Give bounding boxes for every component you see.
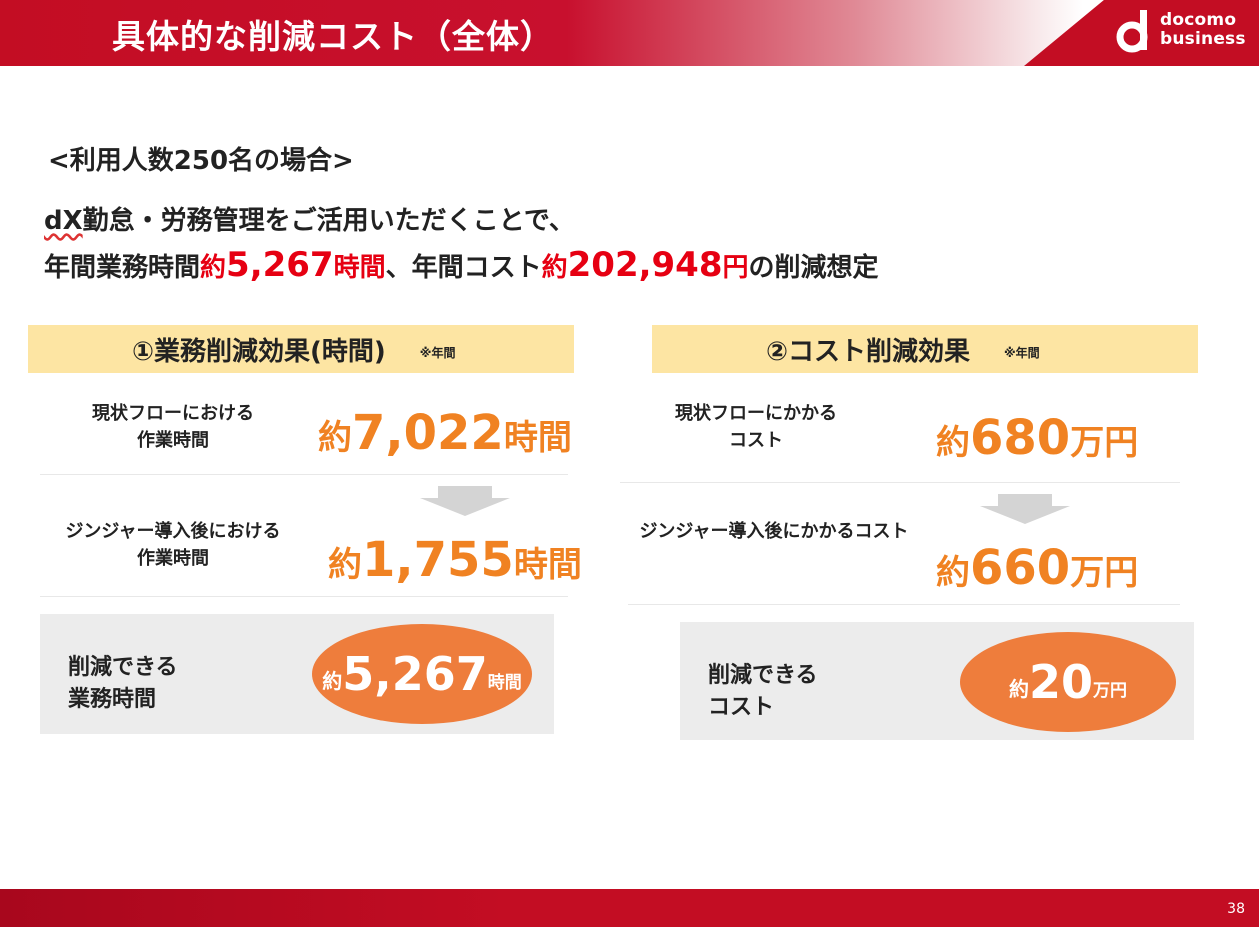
down-arrow-icon (980, 494, 1070, 524)
time-after-value: 約1,755時間 (328, 532, 582, 588)
value-approx: 約 (936, 553, 970, 593)
value-number: 20 (1028, 655, 1093, 709)
lead-approx: 約 (541, 253, 568, 283)
label-line: コスト (708, 695, 775, 720)
time-summary-box: 削減できる 業務時間 約 5,267 時間 (40, 614, 554, 734)
lead-text: 、年間コスト (385, 253, 542, 283)
label-line: 削減できる (68, 655, 178, 680)
value-number: 1,755 (362, 532, 514, 588)
time-current-label: 現状フローにおける 作業時間 (88, 400, 258, 454)
time-panel-header: ①業務削減効果(時間) ※年間 (28, 325, 574, 373)
label-line: コスト (729, 430, 783, 451)
lead-text: 年間業務時間 (44, 253, 201, 283)
label-line: ジンジャー導入後における (65, 521, 281, 542)
label-line: ジンジャー導入後にかかるコスト (639, 521, 909, 542)
value-approx: 約 (318, 418, 352, 458)
value-approx: 約 (322, 668, 343, 693)
lead-text: の削減想定 (748, 253, 879, 283)
value-unit: 時間 (487, 672, 522, 693)
cost-summary-ellipse: 約 20 万円 (960, 632, 1176, 732)
time-panel-title: ①業務削減効果(時間) (132, 336, 386, 367)
cost-panel-header: ②コスト削減効果 ※年間 (652, 325, 1198, 373)
page-title: 具体的な削減コスト（全体） (112, 17, 554, 56)
lead-cost-value: 202,948 (567, 245, 723, 285)
cost-current-label: 現状フローにかかる コスト (666, 400, 846, 454)
time-summary-ellipse: 約 5,267 時間 (312, 624, 532, 724)
value-unit: 時間 (513, 545, 582, 585)
header-band: 具体的な削減コスト（全体） docomo business (0, 0, 1259, 66)
label-line: 現状フローにかかる (675, 403, 837, 424)
cost-after-label: ジンジャー導入後にかかるコスト (636, 518, 912, 545)
value-number: 5,267 (342, 647, 488, 701)
value-number: 7,022 (352, 405, 504, 461)
logo-text: docomo business (1160, 11, 1246, 49)
logo-line2: business (1160, 29, 1246, 49)
divider (40, 474, 568, 475)
cost-current-value: 約680万円 (936, 410, 1138, 466)
value-unit: 万円 (1070, 553, 1139, 593)
dx-text: dX (44, 206, 83, 236)
label-line: 現状フローにおける (92, 403, 254, 424)
divider (620, 482, 1180, 483)
value-number: 680 (970, 410, 1071, 466)
value-number: 660 (970, 540, 1071, 596)
lead-hours-value: 5,267 (226, 245, 334, 285)
divider (628, 604, 1180, 605)
time-panel-note: ※年間 (419, 345, 456, 360)
lead-cost-unit: 円 (722, 253, 749, 283)
docomo-d-logo-icon (1116, 10, 1148, 53)
down-arrow-icon (420, 486, 510, 516)
time-summary-label: 削減できる 業務時間 (68, 652, 178, 716)
divider (40, 596, 568, 597)
cost-panel-title: ②コスト削減効果 (766, 336, 971, 367)
docomo-business-logo: docomo business (1116, 6, 1251, 60)
time-after-label: ジンジャー導入後における 作業時間 (50, 518, 296, 572)
lead-line-1: dX勤怠・労務管理をご活用いただくことで、 (44, 200, 575, 237)
value-unit: 時間 (503, 418, 572, 458)
label-line: 作業時間 (137, 548, 209, 569)
label-line: 業務時間 (68, 687, 157, 712)
value-approx: 約 (1008, 676, 1029, 701)
logo-line1: docomo (1160, 10, 1237, 30)
lead-line-1-rest: 勤怠・労務管理をご活用いただくことで、 (82, 206, 575, 236)
lead-line-2: 年間業務時間約5,267時間、年間コスト約202,948円の削減想定 (44, 245, 879, 285)
label-line: 作業時間 (137, 430, 209, 451)
lead-hours-unit: 時間 (333, 253, 386, 283)
time-current-value: 約7,022時間 (318, 405, 572, 461)
cost-summary-box: 削減できる コスト 約 20 万円 (680, 622, 1194, 740)
cost-summary-label: 削減できる コスト (708, 660, 818, 724)
condition-subtitle: <利用人数250名の場合> (48, 146, 354, 176)
page-number: 38 (1227, 901, 1245, 917)
lead-approx: 約 (200, 253, 227, 283)
cost-after-value: 約660万円 (936, 540, 1138, 596)
value-unit: 万円 (1093, 680, 1127, 701)
cost-panel-note: ※年間 (1004, 345, 1040, 360)
value-unit: 万円 (1070, 423, 1139, 463)
value-approx: 約 (936, 423, 970, 463)
footer-band: 38 (0, 889, 1259, 927)
value-approx: 約 (328, 545, 362, 585)
label-line: 削減できる (708, 663, 818, 688)
